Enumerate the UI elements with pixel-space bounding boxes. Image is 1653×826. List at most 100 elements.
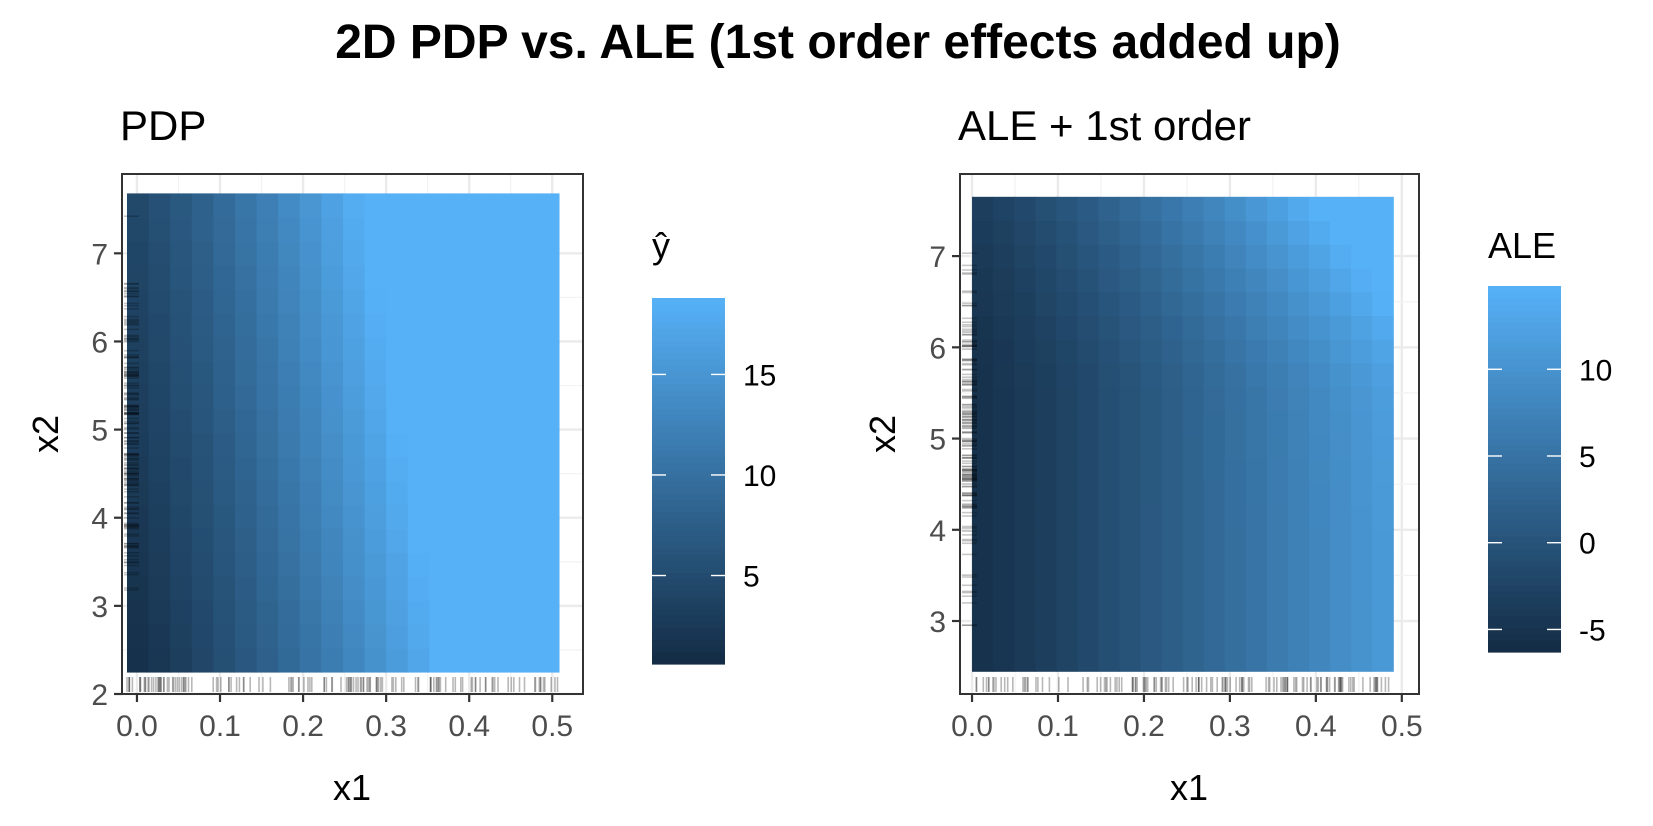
pdp-heatmap-tile bbox=[234, 217, 258, 242]
pdp-colorbar-segment bbox=[652, 413, 725, 421]
pdp-rug bbox=[124, 215, 559, 692]
ale-heatmap-tile bbox=[972, 362, 994, 388]
pdp-colorbar-segment bbox=[652, 487, 725, 494]
ale-heatmap-tile bbox=[972, 552, 994, 577]
ale-heatmap-tile bbox=[1035, 267, 1057, 293]
pdp-heatmap-tile bbox=[191, 624, 214, 649]
ale-heatmap-tile bbox=[1245, 291, 1268, 316]
ale-heatmap-tile bbox=[1035, 505, 1057, 530]
pdp-heatmap-tile bbox=[256, 552, 279, 577]
pdp-heatmap-tile bbox=[256, 648, 279, 673]
pdp-x-tick-label: 0.4 bbox=[448, 710, 490, 743]
ale-x-tick-label: 0.3 bbox=[1209, 710, 1251, 743]
pdp-heatmap-tile bbox=[429, 336, 452, 362]
ale-heatmap-tile bbox=[1287, 576, 1310, 601]
pdp-heatmap-tile bbox=[342, 193, 366, 218]
pdp-colorbar-label: 5 bbox=[743, 561, 760, 594]
ale-heatmap-tile bbox=[1287, 410, 1310, 435]
pdp-heatmap-tile bbox=[299, 504, 322, 529]
ale-heatmap-tile bbox=[1098, 196, 1121, 222]
ale-heatmap-tile bbox=[1330, 220, 1352, 245]
ale-heatmap-tile bbox=[1351, 481, 1373, 506]
pdp-heatmap-tile bbox=[126, 648, 150, 673]
ale-heatmap-tile bbox=[1140, 552, 1163, 577]
pdp-heatmap-tile bbox=[407, 313, 430, 338]
ale-colorbar-segment bbox=[1488, 517, 1561, 525]
pdp-heatmap-tile bbox=[213, 624, 236, 649]
pdp-heatmap-tile bbox=[278, 648, 301, 673]
ale-heatmap-tile bbox=[1245, 505, 1268, 530]
ale-heatmap-tile bbox=[1224, 434, 1247, 459]
pdp-heatmap-tile bbox=[450, 193, 474, 218]
pdp-heatmap-tile bbox=[321, 289, 344, 314]
pdp-colorbar-segment bbox=[652, 395, 725, 403]
ale-heatmap-tile bbox=[1098, 362, 1121, 388]
pdp-heatmap-tile bbox=[170, 360, 193, 386]
pdp-heatmap-tile bbox=[386, 408, 409, 434]
pdp-heatmap-tile bbox=[407, 480, 430, 506]
pdp-heatmap-tile bbox=[278, 241, 301, 266]
ale-heatmap-tile bbox=[1077, 647, 1099, 672]
ale-heatmap-tile bbox=[1203, 647, 1226, 672]
pdp-heatmap-tile bbox=[450, 241, 474, 266]
pdp-heatmap-tile bbox=[148, 265, 171, 290]
pdp-heatmap-tile bbox=[234, 504, 258, 529]
pdp-colorbar-segment bbox=[652, 578, 725, 586]
ale-heatmap-tile bbox=[1182, 410, 1205, 435]
ale-heatmap-tile bbox=[1161, 410, 1184, 435]
ale-heatmap-tile bbox=[1308, 220, 1331, 245]
ale-heatmap-tile bbox=[1308, 552, 1331, 577]
ale-heatmap-tile bbox=[1287, 528, 1310, 554]
pdp-heatmap-tile bbox=[429, 265, 452, 290]
ale-heatmap-tile bbox=[1245, 552, 1268, 577]
pdp-heatmap-tile bbox=[472, 336, 495, 362]
ale-heatmap-tile bbox=[993, 315, 1015, 340]
ale-heatmap-tile bbox=[1056, 267, 1078, 293]
ale-heatmap-tile bbox=[1308, 457, 1331, 483]
ale-heatmap-tile bbox=[1287, 362, 1310, 388]
pdp-heatmap-tile bbox=[364, 600, 387, 625]
ale-heatmap-tile bbox=[1140, 647, 1163, 672]
ale-heatmap-tile bbox=[1245, 647, 1268, 672]
pdp-heatmap-tile bbox=[364, 384, 387, 410]
pdp-colorbar-segment bbox=[652, 603, 725, 610]
pdp-heatmap-tile bbox=[386, 360, 409, 386]
ale-heatmap-tile bbox=[993, 291, 1015, 316]
ale-heatmap-tile bbox=[1330, 244, 1352, 269]
pdp-colorbar-segment bbox=[652, 365, 725, 372]
ale-heatmap-tile bbox=[1266, 410, 1289, 435]
ale-colorbar-segment bbox=[1488, 456, 1561, 464]
ale-heatmap-tile bbox=[1351, 244, 1373, 269]
pdp-heatmap-tile bbox=[256, 360, 279, 386]
ale-heatmap-tile bbox=[1161, 386, 1184, 411]
ale-heatmap-tile bbox=[1182, 362, 1205, 388]
ale-heatmap-tile bbox=[1266, 267, 1289, 293]
pdp-heatmap-tile bbox=[515, 432, 538, 458]
ale-heatmap-tile bbox=[1351, 386, 1373, 411]
pdp-heatmap-tile bbox=[537, 600, 560, 625]
ale-colorbar-segment bbox=[1488, 548, 1561, 555]
pdp-colorbar-segment bbox=[652, 566, 725, 574]
pdp-heatmap-tile bbox=[256, 241, 279, 266]
pdp-heatmap-tile bbox=[299, 360, 322, 386]
pdp-heatmap-tile bbox=[429, 576, 452, 601]
ale-heatmap-tile bbox=[972, 623, 994, 649]
pdp-heatmap-tile bbox=[170, 289, 193, 314]
pdp-heatmap-tile bbox=[429, 289, 452, 314]
ale-heatmap-tile bbox=[1077, 576, 1099, 601]
pdp-heatmap-tile bbox=[321, 384, 344, 410]
pdp-colorbar-segment bbox=[652, 359, 725, 366]
ale-heatmap-tile bbox=[1266, 623, 1289, 649]
pdp-heatmap-tile bbox=[170, 408, 193, 434]
ale-heatmap-tile bbox=[1245, 267, 1268, 293]
ale-heatmap-tile bbox=[1161, 434, 1184, 459]
pdp-heatmap-tile bbox=[407, 528, 430, 553]
pdp-heatmap-tile bbox=[170, 313, 193, 338]
ale-heatmap-tile bbox=[1372, 315, 1394, 340]
pdp-colorbar-segment bbox=[652, 651, 725, 659]
pdp-heatmap-tile bbox=[537, 241, 560, 266]
pdp-colorbar-segment bbox=[652, 383, 725, 391]
pdp-heatmap-tile bbox=[213, 408, 236, 434]
ale-heatmap-tile bbox=[1014, 244, 1036, 269]
pdp-heatmap-tile bbox=[126, 408, 150, 434]
